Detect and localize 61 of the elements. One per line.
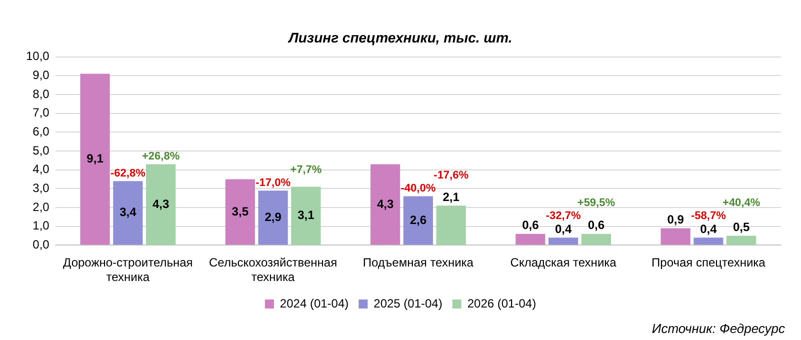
- annotation: -62,8%: [110, 168, 146, 180]
- annotation: +26,8%: [142, 150, 180, 163]
- annotation: +7,7%: [290, 164, 322, 176]
- bar: [291, 186, 321, 245]
- data-label: 0,6: [522, 218, 540, 232]
- x-tick-label: Подъемная техника: [362, 256, 474, 270]
- x-tick-label: Складская техника: [510, 256, 617, 270]
- data-label: 2,6: [410, 212, 427, 227]
- data-label: 3,1: [298, 208, 315, 222]
- data-label: 0,4: [700, 222, 718, 236]
- y-tick-label: 1,0: [32, 218, 50, 233]
- bar: [436, 206, 466, 245]
- annotation: -17,0%: [256, 177, 291, 190]
- data-label: 3,5: [232, 204, 249, 218]
- data-label: 2,9: [264, 210, 282, 224]
- data-label: 4,3: [376, 196, 394, 211]
- data-label: 0,4: [554, 222, 572, 236]
- bar: [660, 228, 690, 245]
- annotation: -40,0%: [400, 182, 436, 195]
- y-tick-label: 10,0: [26, 49, 50, 64]
- y-tick-label: 9,0: [32, 68, 50, 82]
- data-label: 0,9: [667, 212, 684, 227]
- text: Источник: Федресурс: [652, 321, 785, 336]
- bar: [113, 181, 143, 245]
- annotation: -32,7%: [546, 210, 581, 222]
- y-tick-label: 4,0: [32, 162, 50, 176]
- data-label: 3,4: [120, 205, 137, 220]
- legend-label: 2024 (01-04): [280, 296, 349, 310]
- bar: [258, 190, 288, 245]
- chart-title: Лизинг спецтехники, тыс. шт.: [288, 29, 512, 46]
- data-label: 2,1: [442, 190, 460, 204]
- bar: [548, 238, 578, 245]
- y-tick-label: 3,0: [32, 180, 50, 195]
- bar: [80, 74, 110, 245]
- x-tick-label: Сельскохозяйственная техника: [209, 256, 338, 284]
- y-tick-label: 6,0: [32, 124, 50, 138]
- bar: [146, 164, 176, 245]
- bar: [403, 196, 433, 245]
- y-tick-label: 0,0: [32, 238, 50, 252]
- y-tick-label: 8,0: [32, 86, 50, 101]
- bar: [581, 234, 612, 245]
- x-tick-label: Прочая спецтехника: [652, 256, 766, 270]
- data-label: 4,3: [152, 196, 170, 211]
- y-tick-label: 5,0: [32, 143, 50, 158]
- annotation: -58,7%: [691, 210, 726, 222]
- data-label: 0,6: [588, 218, 605, 232]
- data-label: 9,1: [86, 152, 104, 166]
- legend-label: 2025 (01-04): [374, 296, 442, 310]
- bar: [694, 238, 724, 245]
- annotation: -17,6%: [434, 170, 469, 182]
- x-tick-label: Дорожно-строительная техника: [63, 256, 193, 284]
- annotation: +40,4%: [722, 197, 760, 210]
- bar: [726, 236, 756, 245]
- legend-label: 2026 (01-04): [467, 296, 536, 310]
- bar: [516, 234, 546, 245]
- y-tick-label: 2,0: [32, 200, 50, 214]
- annotation: +59,5%: [577, 197, 616, 210]
- bar: [225, 179, 255, 245]
- bar: [370, 164, 400, 245]
- y-tick-label: 7,0: [32, 106, 50, 120]
- data-label: 0,5: [732, 220, 750, 234]
